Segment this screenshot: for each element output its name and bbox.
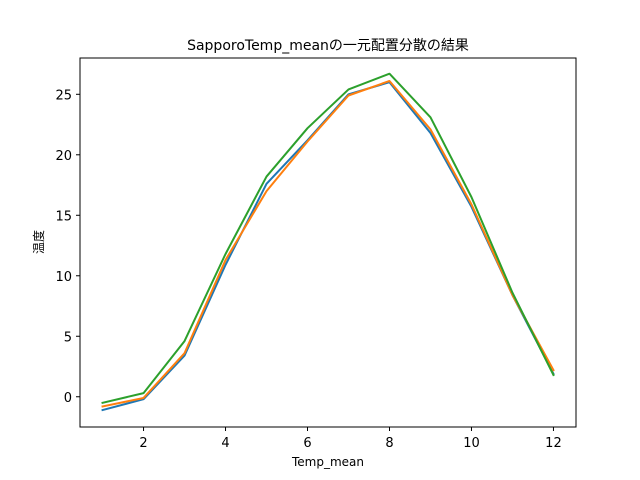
y-tick-label: 20 (55, 149, 72, 164)
x-axis: 2 4 6 8 10 12 (139, 427, 562, 451)
series-layer (101, 72, 555, 412)
x-tick-label: 2 (139, 436, 147, 451)
x-tick-label: 8 (385, 436, 393, 451)
x-tick-label: 10 (463, 436, 480, 451)
x-tick-label: 6 (303, 436, 311, 451)
y-tick-label: 10 (55, 270, 72, 285)
x-axis-label: Temp_mean (291, 455, 364, 469)
chart-title: SapporoTemp_meanの一元配置分散の結果 (187, 38, 469, 54)
y-tick-label: 5 (64, 330, 72, 345)
y-tick-label: 15 (55, 209, 72, 224)
plot-frame (79, 57, 577, 428)
y-axis-label: 温度 (31, 230, 46, 254)
series-line-2 (101, 79, 555, 408)
series-line-3 (101, 72, 555, 405)
x-tick-label: 4 (221, 436, 229, 451)
x-tick-label: 12 (545, 436, 562, 451)
y-tick-label: 25 (55, 88, 72, 103)
y-axis: 0 5 10 15 20 25 (55, 88, 80, 406)
y-tick-label: 0 (64, 391, 72, 406)
